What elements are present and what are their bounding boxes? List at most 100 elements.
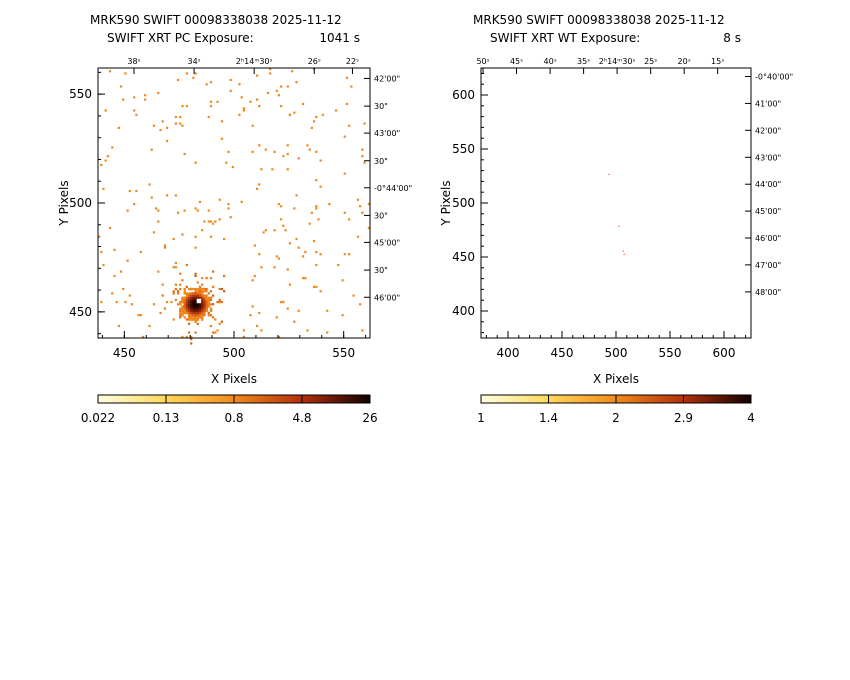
pc-source-pixel <box>194 320 197 323</box>
pc-event-pixel <box>111 146 114 149</box>
pc-colorbar-ticks: 0.022 0.13 0.8 4.8 26 <box>81 395 378 425</box>
pc-event-pixel <box>133 203 136 206</box>
pc-event-pixel <box>273 266 276 269</box>
pc-event-pixel <box>190 335 193 339</box>
pc-source-pixel <box>190 318 193 321</box>
wt-panel: MRK590 SWIFT 00098338038 2025-11-12 SWIF… <box>439 13 793 425</box>
pc-event-pixel <box>172 266 175 269</box>
wt-x-tick-label: 450 <box>551 346 574 360</box>
pc-event-pixel <box>179 316 182 319</box>
wt-dec-tick-label: 43'00" <box>755 153 781 162</box>
pc-event-pixel <box>194 161 197 164</box>
pc-event-pixel <box>218 198 221 201</box>
pc-x-tick-label: 450 <box>113 346 136 360</box>
pc-source-pixel <box>196 318 200 321</box>
pc-event-pixel <box>348 124 351 127</box>
pc-event-pixel <box>166 126 169 129</box>
pc-source-pixel <box>201 298 204 302</box>
pc-source-pixel <box>203 307 206 310</box>
pc-source-pixel <box>201 294 204 297</box>
wt-y-tick-label: 550 <box>452 142 475 156</box>
wt-dec-tick-label: 46'00" <box>755 234 781 243</box>
pc-event-pixel <box>150 196 153 199</box>
pc-event-pixel <box>352 294 355 297</box>
pc-event-pixel <box>198 200 202 204</box>
pc-event-pixel <box>288 242 292 245</box>
pc-event-pixel <box>183 287 186 291</box>
pc-source-pixel <box>185 296 189 300</box>
pc-plot-frame <box>97 67 371 339</box>
pc-event-pixel <box>302 255 305 258</box>
pc-event-pixel <box>194 72 197 75</box>
pc-event-pixel <box>176 292 180 295</box>
pc-event-pixel <box>312 120 316 123</box>
pc-event-pixel <box>212 222 215 225</box>
pc-source-pixel <box>209 303 213 306</box>
pc-event-pixel <box>315 205 318 208</box>
pc-event-pixel <box>201 287 204 291</box>
pc-event-pixel <box>266 91 270 95</box>
pc-event-pixel <box>198 285 202 288</box>
pc-event-pixel <box>253 244 256 247</box>
pc-source-pixel <box>194 300 197 304</box>
pc-event-pixel <box>271 168 274 171</box>
pc-event-pixel <box>275 89 278 92</box>
pc-source-pixel <box>187 305 191 308</box>
pc-event-pixel <box>190 342 193 345</box>
wt-ra-tick-label: 20ˢ <box>678 57 691 66</box>
pc-event-pixel <box>172 290 175 293</box>
pc-event-pixel <box>310 126 313 129</box>
pc-event-pixel <box>139 314 142 317</box>
pc-event-pixel <box>181 279 184 282</box>
wt-y-tick-label: 600 <box>452 88 475 102</box>
pc-source-pixel <box>185 292 189 295</box>
pc-source-pixel <box>198 305 202 308</box>
pc-event-pixel <box>341 279 344 282</box>
pc-event-pixel <box>227 203 230 206</box>
pc-event-pixel <box>148 324 151 328</box>
pc-event-pixel <box>128 189 131 193</box>
pc-event-pixel <box>161 120 164 123</box>
pc-event-pixel <box>367 203 370 206</box>
pc-event-pixel <box>157 91 160 95</box>
pc-event-pixel <box>251 279 254 282</box>
pc-source-pixel <box>205 307 208 310</box>
pc-y-tick-label: 550 <box>69 87 92 101</box>
pc-source-pixel <box>190 292 193 295</box>
wt-x-tick-label: 550 <box>659 346 682 360</box>
pc-event-pixel <box>106 155 109 158</box>
pc-event-pixel <box>174 115 177 119</box>
pc-source-pixel <box>207 298 211 302</box>
pc-event-pixel <box>179 300 182 304</box>
pc-source-pixel <box>183 311 186 315</box>
pc-event-pixel <box>205 287 208 291</box>
pc-event-pixel <box>172 237 175 241</box>
pc-event-pixel <box>214 220 217 223</box>
pc-event-pixel <box>288 113 292 116</box>
pc-event-pixel <box>269 72 272 75</box>
pc-event-pixel <box>304 277 307 280</box>
pc-event-pixel <box>203 220 206 223</box>
pc-event-pixel <box>209 105 213 108</box>
pc-event-pixel <box>205 83 208 86</box>
pc-event-pixel <box>194 207 197 210</box>
pc-event-pixel <box>152 124 156 127</box>
pc-source-pixel <box>181 296 184 300</box>
pc-event-pixel <box>218 218 221 221</box>
pc-event-pixel <box>286 152 289 156</box>
pc-event-pixel <box>286 168 289 171</box>
pc-colorbar-label: 26 <box>362 411 377 425</box>
pc-event-pixel <box>207 292 210 295</box>
pc-event-pixel <box>194 331 197 334</box>
pc-event-pixel <box>198 290 202 293</box>
pc-event-pixel <box>227 207 230 210</box>
pc-source-pixel <box>185 311 189 315</box>
pc-event-pixel <box>108 70 112 73</box>
pc-event-pixel <box>242 109 245 112</box>
pc-source-pixel <box>196 305 200 308</box>
pc-event-pixel <box>181 105 184 108</box>
pc-event-pixel <box>361 329 364 332</box>
pc-event-pixel <box>113 248 116 251</box>
pc-source-pixel <box>196 307 200 310</box>
pc-event-pixel <box>209 290 213 293</box>
